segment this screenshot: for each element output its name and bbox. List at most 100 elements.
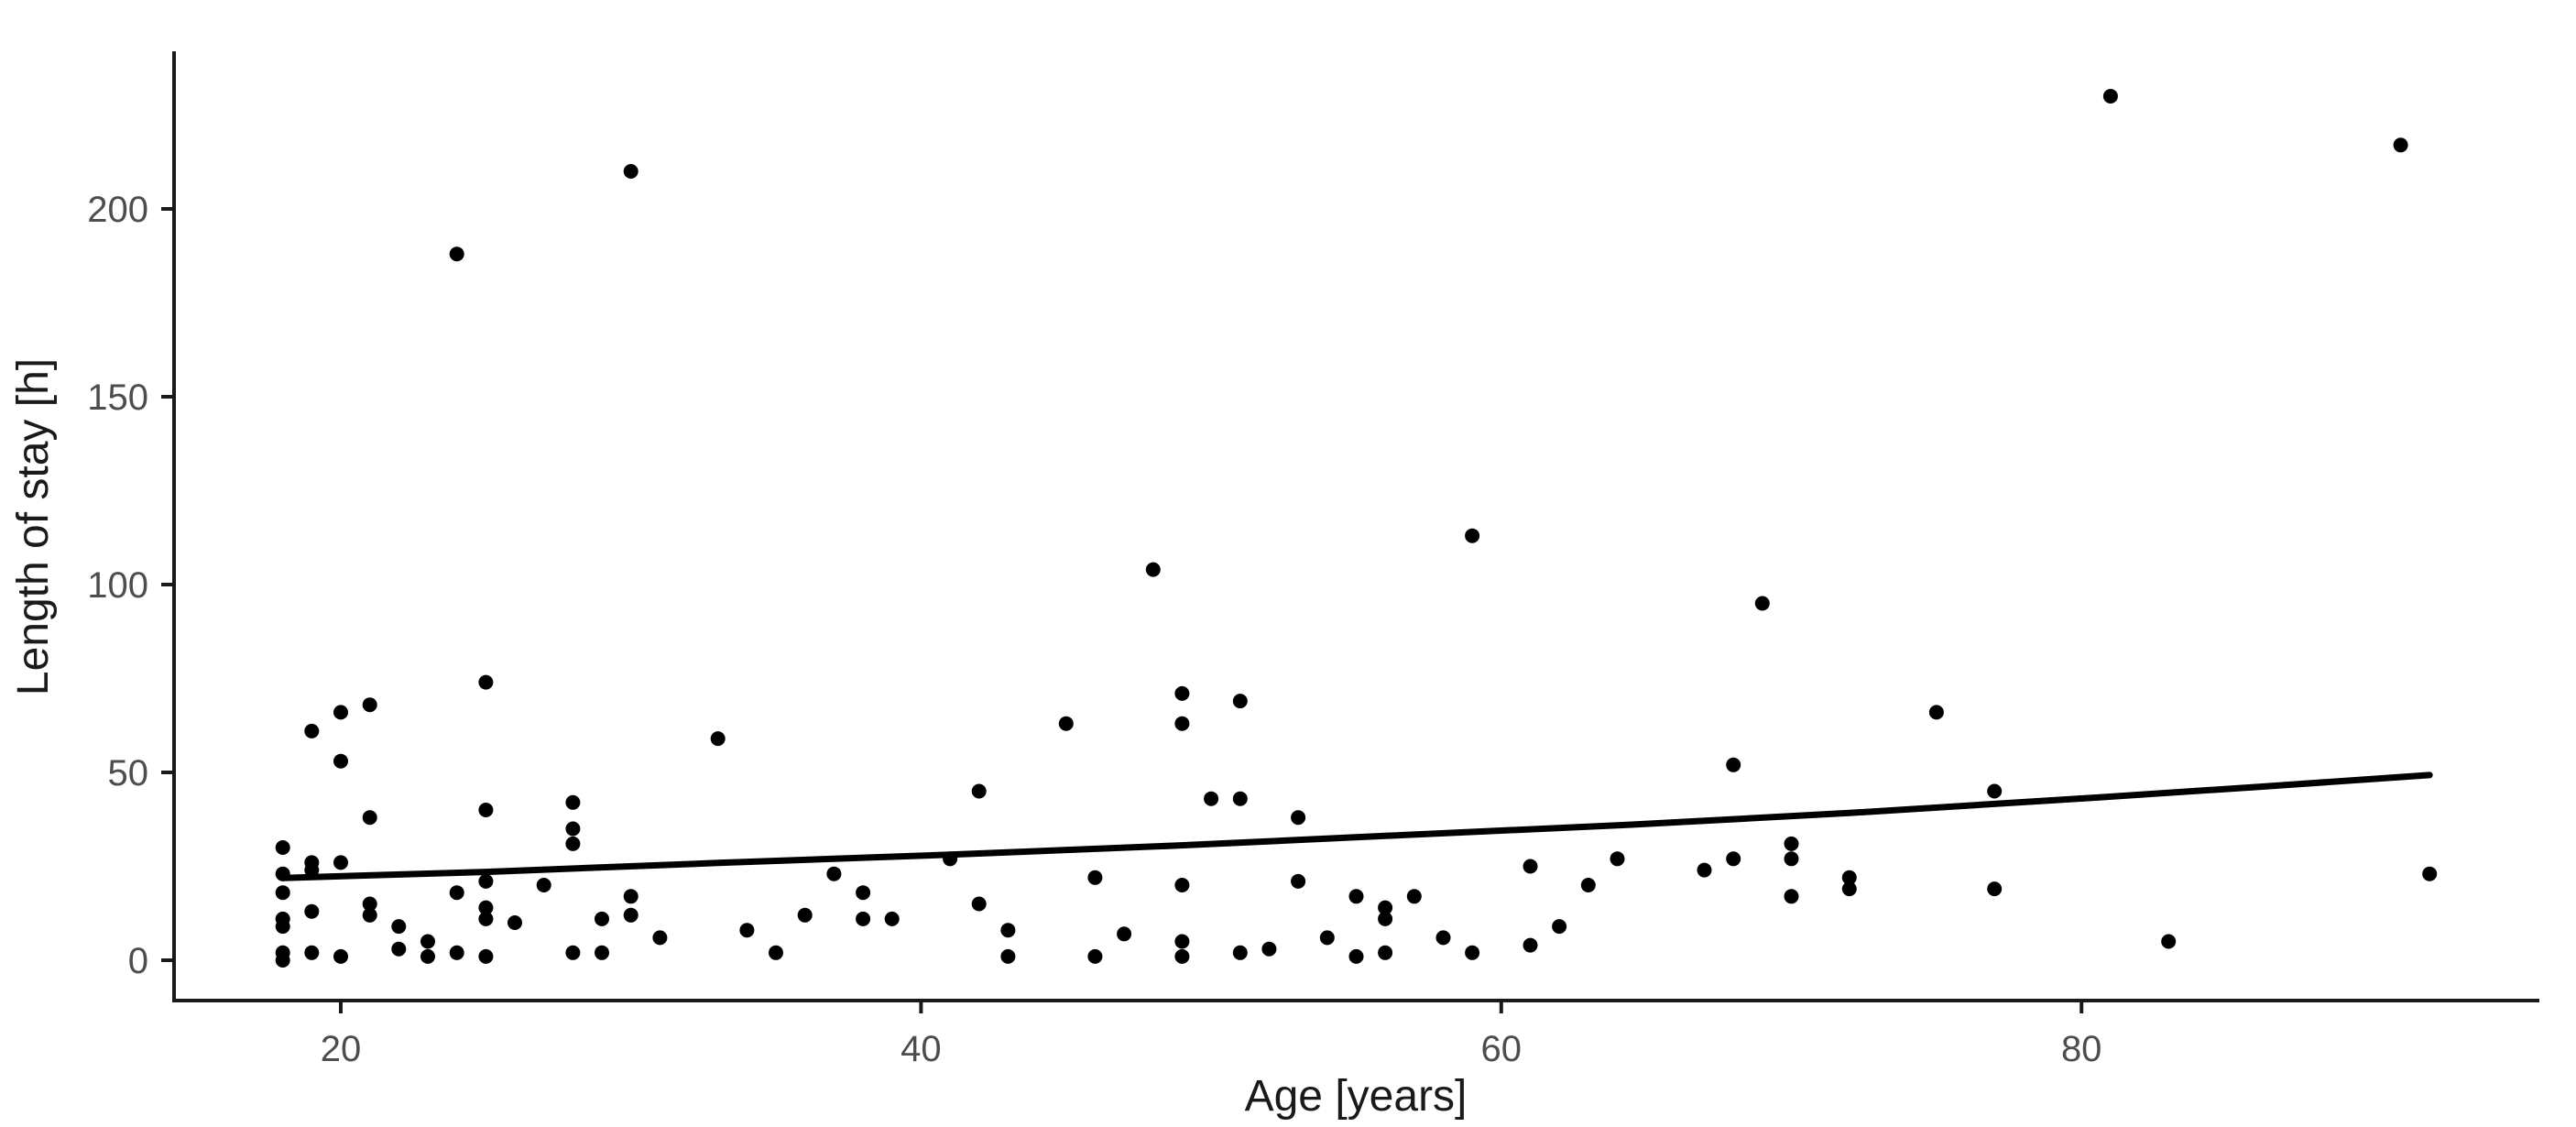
y-tick-label: 50 xyxy=(108,753,149,793)
y-axis-ticks: 0 50 100 150 200 xyxy=(87,190,174,981)
data-point xyxy=(1406,889,1422,904)
data-point xyxy=(1610,851,1625,867)
data-point xyxy=(304,862,320,878)
data-point xyxy=(478,803,494,817)
data-point xyxy=(1348,948,1364,964)
data-point xyxy=(1145,562,1161,577)
data-point xyxy=(1291,810,1306,826)
data-point xyxy=(1697,862,1712,878)
data-point xyxy=(1841,881,1857,897)
data-point xyxy=(2422,866,2438,881)
data-point xyxy=(1580,878,1596,892)
data-point xyxy=(1784,851,1799,867)
data-point xyxy=(1058,716,1074,731)
y-tick-label: 200 xyxy=(87,190,148,230)
data-point xyxy=(1378,945,1393,960)
data-point xyxy=(478,911,494,926)
data-point xyxy=(1000,923,1016,938)
data-point xyxy=(1232,694,1248,709)
data-point xyxy=(449,246,464,262)
data-point xyxy=(797,907,813,923)
data-point xyxy=(1987,783,2003,799)
data-point xyxy=(710,731,726,747)
data-point xyxy=(565,836,581,851)
data-point xyxy=(1000,948,1016,964)
data-point xyxy=(478,948,494,964)
y-tick-label: 100 xyxy=(87,565,148,606)
data-point xyxy=(391,919,407,935)
x-tick-label: 40 xyxy=(901,1029,942,1069)
data-point xyxy=(1261,941,1277,957)
data-point xyxy=(652,930,668,946)
data-point xyxy=(971,783,987,799)
data-point xyxy=(971,896,987,912)
data-point xyxy=(565,821,581,837)
data-point xyxy=(1928,705,1944,720)
data-point xyxy=(623,889,639,904)
data-point xyxy=(333,753,348,769)
data-point xyxy=(739,923,755,938)
x-tick-label: 20 xyxy=(321,1029,362,1069)
data-point xyxy=(1435,930,1451,946)
data-point xyxy=(1174,948,1190,964)
data-point xyxy=(1378,911,1393,926)
data-point xyxy=(1841,870,1857,885)
data-point xyxy=(595,911,609,926)
data-point xyxy=(1291,873,1306,889)
data-point xyxy=(1523,859,1538,874)
data-point xyxy=(333,855,348,870)
data-point xyxy=(1348,889,1364,904)
data-point xyxy=(275,953,290,968)
data-point xyxy=(362,810,377,826)
data-point xyxy=(1117,926,1132,942)
y-tick-label: 0 xyxy=(128,941,148,981)
data-point xyxy=(856,885,871,901)
data-point xyxy=(508,915,522,930)
data-point xyxy=(1087,948,1103,964)
data-point xyxy=(1726,851,1741,867)
data-point xyxy=(304,723,320,739)
data-point xyxy=(2161,934,2177,949)
data-point xyxy=(1204,791,1219,806)
data-point xyxy=(595,945,609,960)
data-point xyxy=(1987,881,2003,897)
data-point xyxy=(536,878,551,892)
data-point xyxy=(478,900,494,915)
data-point xyxy=(565,945,581,960)
data-point xyxy=(1552,919,1567,935)
x-tick-label: 60 xyxy=(1481,1029,1523,1069)
data-point xyxy=(1232,945,1248,960)
data-point xyxy=(362,907,377,923)
data-point xyxy=(1174,878,1190,892)
data-point xyxy=(275,866,290,881)
data-point xyxy=(275,840,290,855)
y-tick-label: 150 xyxy=(87,377,148,418)
x-tick-label: 80 xyxy=(2061,1029,2102,1069)
data-point xyxy=(1174,716,1190,731)
data-point xyxy=(449,885,464,901)
data-point xyxy=(420,934,435,949)
x-axis-ticks: 20 40 60 80 xyxy=(321,1001,2102,1069)
data-point xyxy=(623,164,639,179)
data-point xyxy=(856,911,871,926)
data-point xyxy=(943,851,958,867)
data-point xyxy=(1087,870,1103,885)
data-point xyxy=(1784,889,1799,904)
data-point xyxy=(304,903,320,919)
data-point xyxy=(1523,937,1538,953)
data-point xyxy=(362,697,377,713)
data-point xyxy=(304,945,320,960)
data-point xyxy=(1465,528,1480,543)
data-point xyxy=(1784,836,1799,851)
data-point xyxy=(333,948,348,964)
data-point xyxy=(1319,930,1335,946)
data-point xyxy=(420,948,435,964)
data-point xyxy=(2102,89,2118,104)
trend-line xyxy=(279,771,2433,881)
data-point xyxy=(391,941,407,957)
data-point xyxy=(1726,757,1741,772)
data-point xyxy=(2393,137,2408,153)
data-point xyxy=(565,794,581,810)
